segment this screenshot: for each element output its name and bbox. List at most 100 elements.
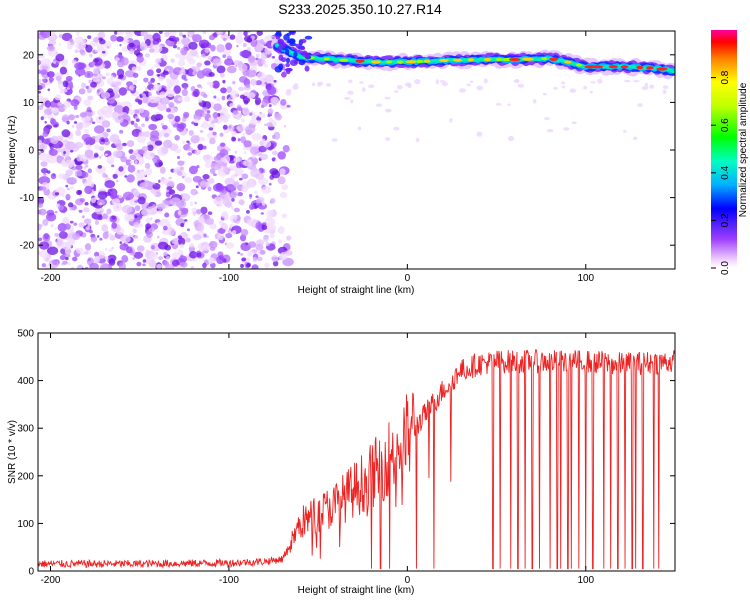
noise-blob — [261, 202, 266, 206]
noise-blob — [193, 122, 199, 127]
noise-blob — [175, 122, 179, 126]
noise-blob — [54, 94, 62, 101]
noise-blob — [96, 208, 101, 212]
noise-blob — [177, 160, 185, 166]
snr-y-label: SNR (10 * v/v) — [7, 420, 18, 484]
noise-blob — [138, 131, 145, 137]
chart-title: S233.2025.350.10.27.R14 — [278, 1, 442, 17]
noise-blob — [133, 251, 144, 259]
snr-y-tick-label: 200 — [17, 471, 34, 482]
noise-blob — [239, 234, 247, 242]
noise-blob — [134, 122, 138, 128]
noise-blob — [46, 71, 55, 78]
noise-blob — [65, 257, 69, 261]
noise-blob — [50, 117, 55, 124]
noise-blob — [54, 232, 60, 237]
noise-blob — [93, 36, 101, 43]
noise-blob — [132, 228, 137, 234]
snr-x-tick-label: -200 — [40, 575, 60, 586]
noise-blob — [43, 173, 47, 176]
noise-blob — [221, 211, 229, 219]
noise-blob — [108, 233, 113, 237]
noise-blob — [251, 248, 257, 254]
onset-burst — [275, 34, 281, 40]
noise-blob — [181, 89, 188, 97]
noise-blob — [121, 46, 129, 52]
noise-speck — [476, 85, 484, 91]
noise-blob — [104, 137, 109, 143]
noise-speck — [293, 83, 297, 89]
noise-blob — [272, 260, 279, 267]
noise-blob — [153, 83, 162, 92]
noise-blob — [145, 223, 152, 230]
noise-blob — [188, 251, 198, 259]
noise-blob — [171, 238, 180, 245]
noise-blob — [219, 72, 225, 78]
onset-burst — [288, 31, 295, 34]
noise-blob — [203, 154, 214, 164]
noise-blob — [56, 238, 63, 247]
noise-blob — [54, 227, 57, 230]
noise-blob — [79, 197, 86, 203]
noise-blob — [194, 201, 198, 205]
noise-blob — [66, 177, 77, 185]
noise-blob — [48, 39, 57, 46]
noise-blob — [164, 31, 170, 38]
noise-blob — [42, 218, 49, 226]
noise-blob — [80, 82, 87, 89]
noise-blob — [58, 231, 68, 239]
noise-blob — [41, 103, 45, 106]
noise-blob — [286, 235, 292, 241]
noise-blob — [250, 168, 261, 178]
noise-blob — [251, 132, 262, 141]
noise-blob — [83, 250, 89, 255]
noise-blob — [230, 90, 239, 99]
noise-blob — [166, 40, 175, 47]
noise-blob — [68, 114, 76, 121]
noise-blob — [144, 117, 149, 122]
noise-blob — [187, 142, 191, 145]
noise-blob — [141, 123, 145, 128]
noise-blob — [38, 208, 47, 216]
noise-blob — [170, 58, 175, 63]
noise-blob — [207, 186, 212, 192]
noise-speck — [348, 79, 353, 84]
noise-blob — [134, 160, 138, 164]
noise-blob — [73, 121, 78, 124]
noise-blob — [208, 240, 218, 249]
noise-blob — [267, 114, 271, 118]
noise-blob — [242, 43, 247, 47]
noise-blob — [179, 31, 183, 35]
noise-blob — [84, 202, 89, 206]
noise-blob — [222, 166, 230, 174]
tone-peak — [608, 65, 619, 69]
noise-blob — [61, 193, 65, 198]
noise-blob — [71, 266, 74, 269]
noise-blob — [129, 161, 134, 164]
noise-blob — [94, 144, 100, 150]
noise-blob — [161, 230, 166, 235]
noise-blob — [202, 101, 212, 110]
noise-blob — [162, 199, 168, 205]
noise-blob — [84, 185, 93, 195]
noise-speck — [285, 90, 292, 96]
noise-blob — [239, 252, 244, 256]
noise-blob — [261, 59, 266, 65]
noise-blob — [41, 263, 47, 268]
noise-blob — [204, 161, 211, 169]
noise-blob — [119, 43, 122, 47]
noise-blob — [260, 212, 265, 215]
noise-blob — [258, 112, 266, 118]
noise-blob — [53, 60, 56, 64]
noise-blob — [168, 189, 176, 195]
noise-blob — [43, 108, 53, 116]
noise-blob — [185, 237, 191, 243]
tone-peak — [508, 57, 521, 62]
noise-blob — [208, 178, 215, 184]
noise-speck — [560, 81, 566, 85]
noise-blob — [216, 65, 226, 74]
noise-blob — [81, 171, 89, 178]
noise-speck — [649, 84, 655, 89]
noise-blob — [242, 106, 251, 116]
noise-blob — [197, 143, 204, 151]
